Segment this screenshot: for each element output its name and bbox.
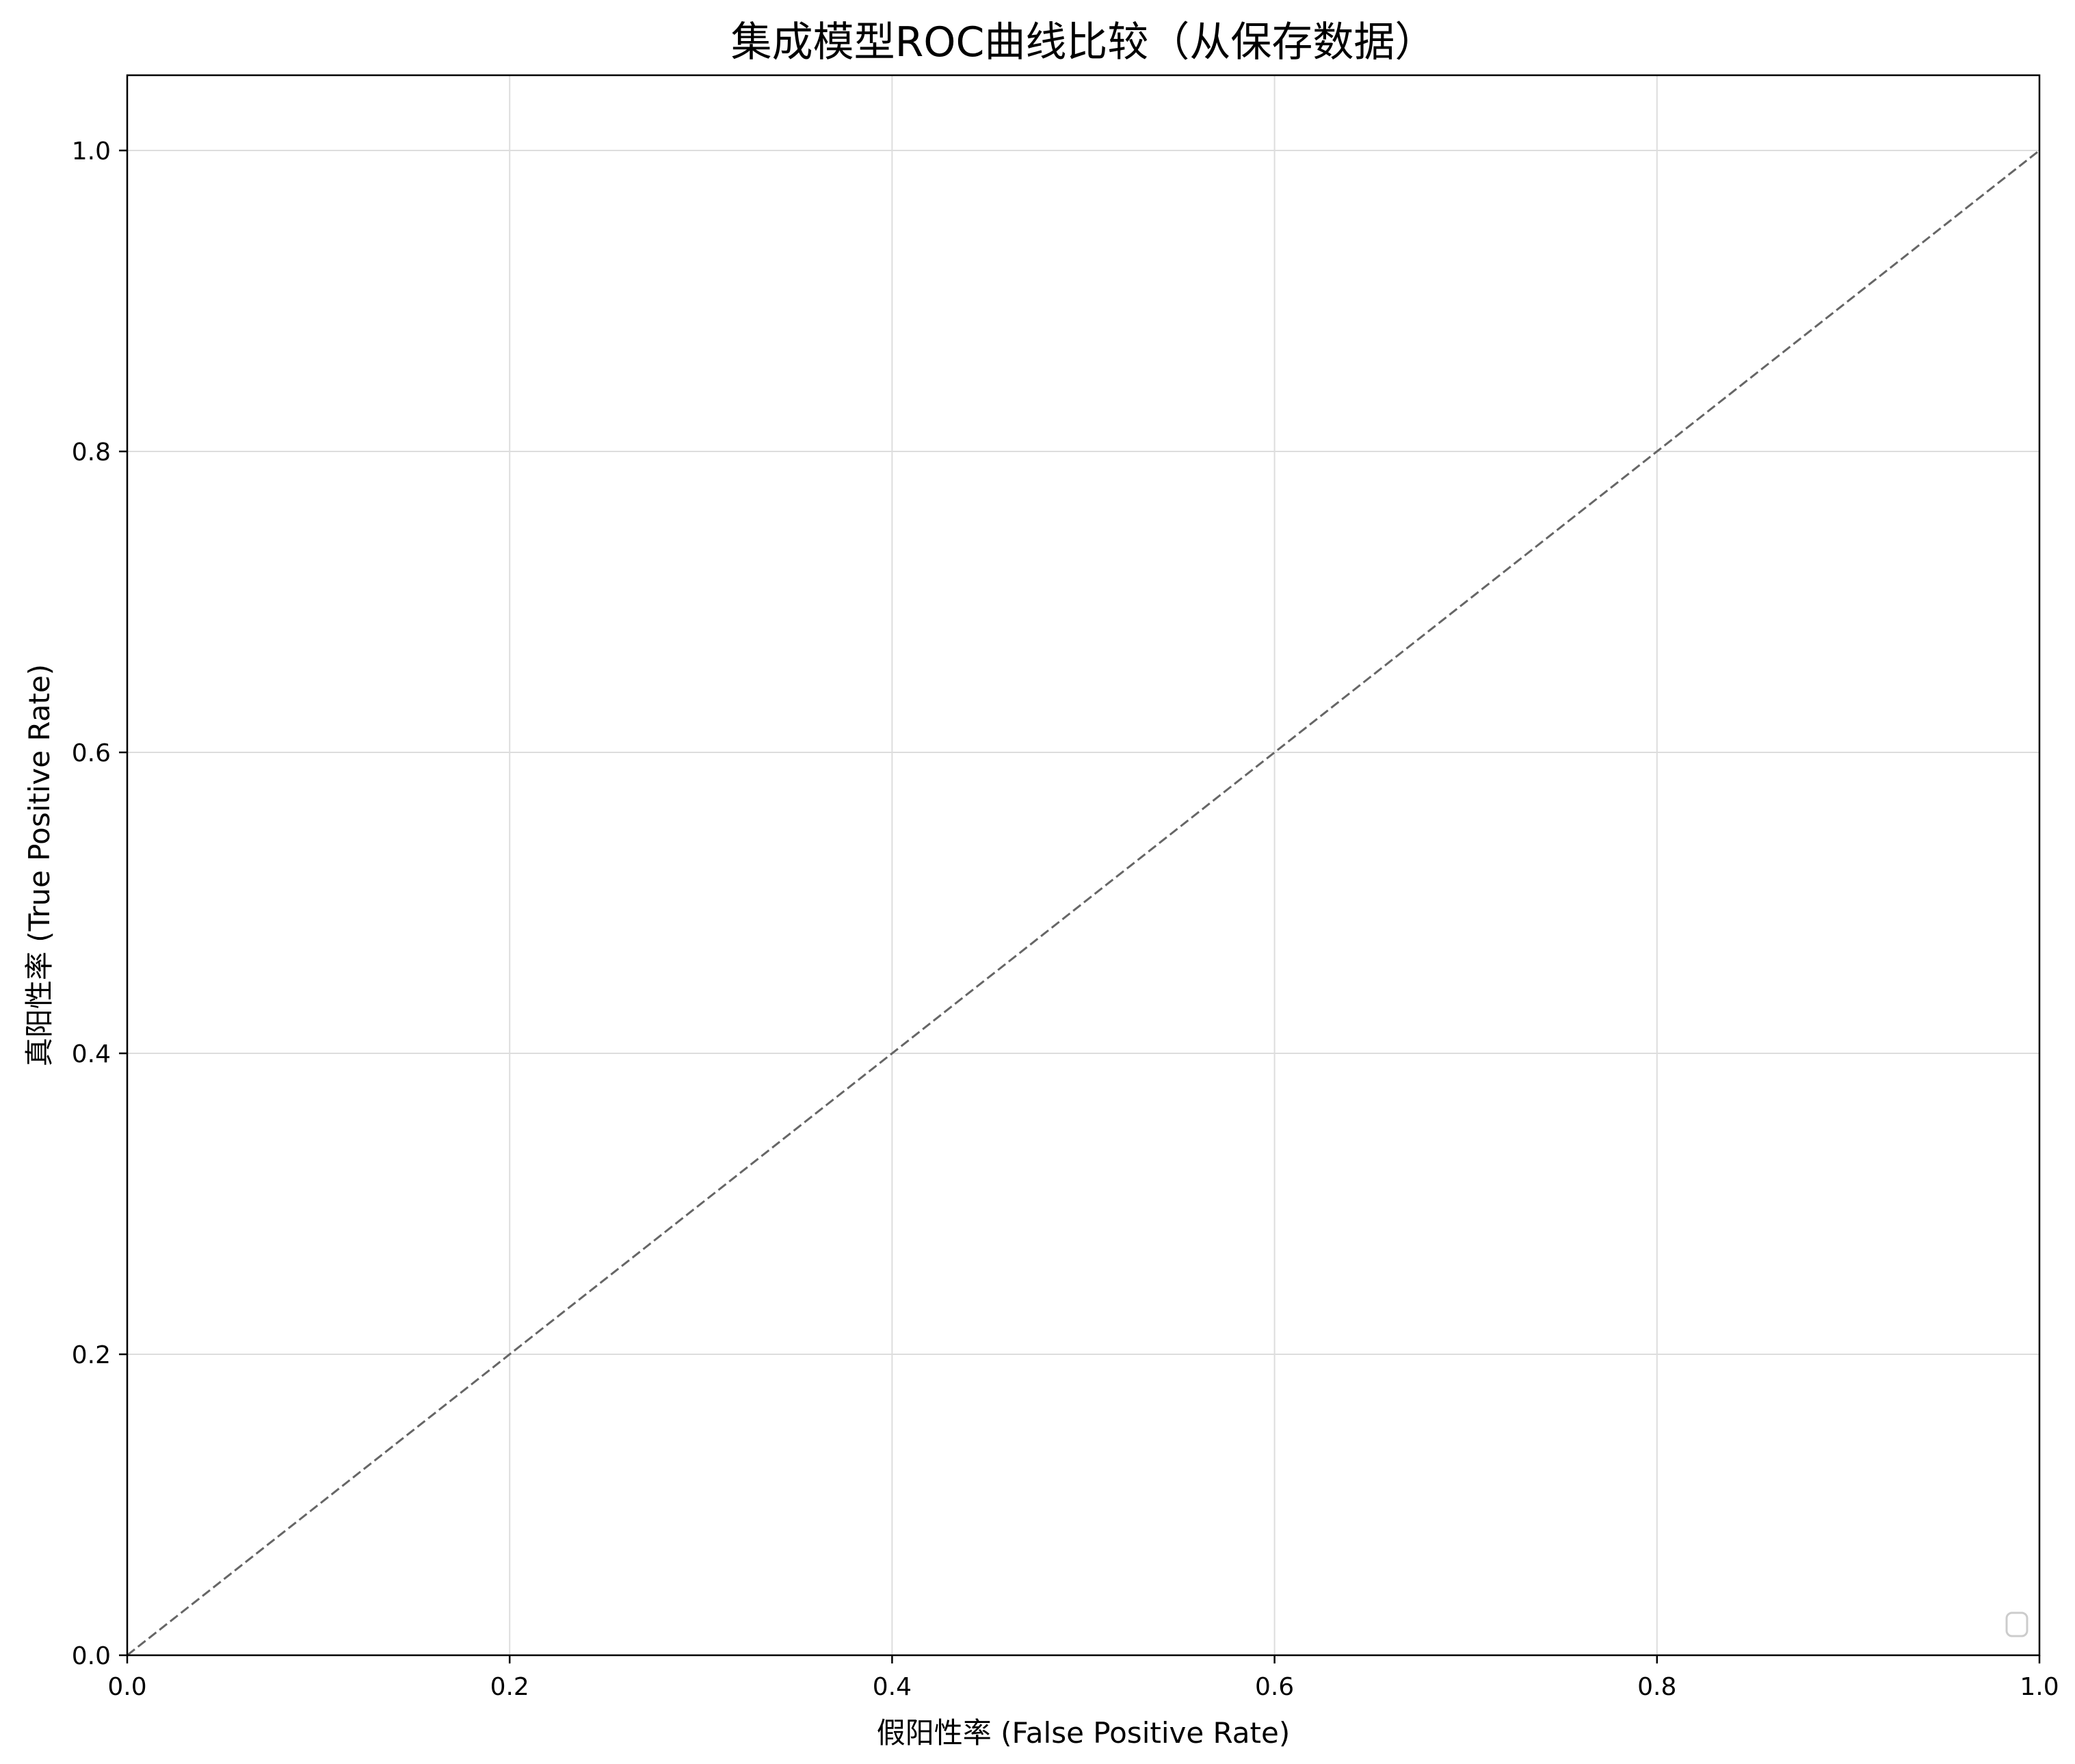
legend-box — [2005, 1611, 2028, 1637]
x-axis-label: 假阳性率 (False Positive Rate) — [877, 1716, 1290, 1750]
x-tick-label-3: 0.6 — [1255, 1673, 1294, 1701]
x-tick-label-0: 0.0 — [107, 1673, 146, 1701]
y-tick-label-0: 0.0 — [72, 1642, 111, 1670]
x-tick-label-5: 1.0 — [2020, 1673, 2059, 1701]
plot-frame — [126, 74, 2041, 1657]
x-tick-label-2: 0.4 — [873, 1673, 912, 1701]
x-tick-label-4: 0.8 — [1637, 1673, 1676, 1701]
y-tick-label-4: 0.8 — [72, 438, 111, 466]
axis-ticks: 0.0 0.2 0.4 0.6 0.8 1.0 0.0 0.2 0.4 0.6 0.8 1.0 — [72, 137, 2059, 1701]
chart-title: 集成模型ROC曲线比较（从保存数据） — [731, 18, 1436, 66]
series-layer — [127, 149, 2040, 1657]
y-tick-label-1: 0.2 — [72, 1341, 111, 1369]
y-tick-label-2: 0.4 — [72, 1040, 111, 1068]
y-tick-label-3: 0.6 — [72, 739, 111, 767]
x-tick-label-1: 0.2 — [490, 1673, 529, 1701]
y-tick-label-5: 1.0 — [72, 137, 111, 166]
y-axis-label: 真阳性率 (True Positive Rate) — [23, 664, 56, 1066]
series-line-0 — [127, 149, 2040, 1657]
